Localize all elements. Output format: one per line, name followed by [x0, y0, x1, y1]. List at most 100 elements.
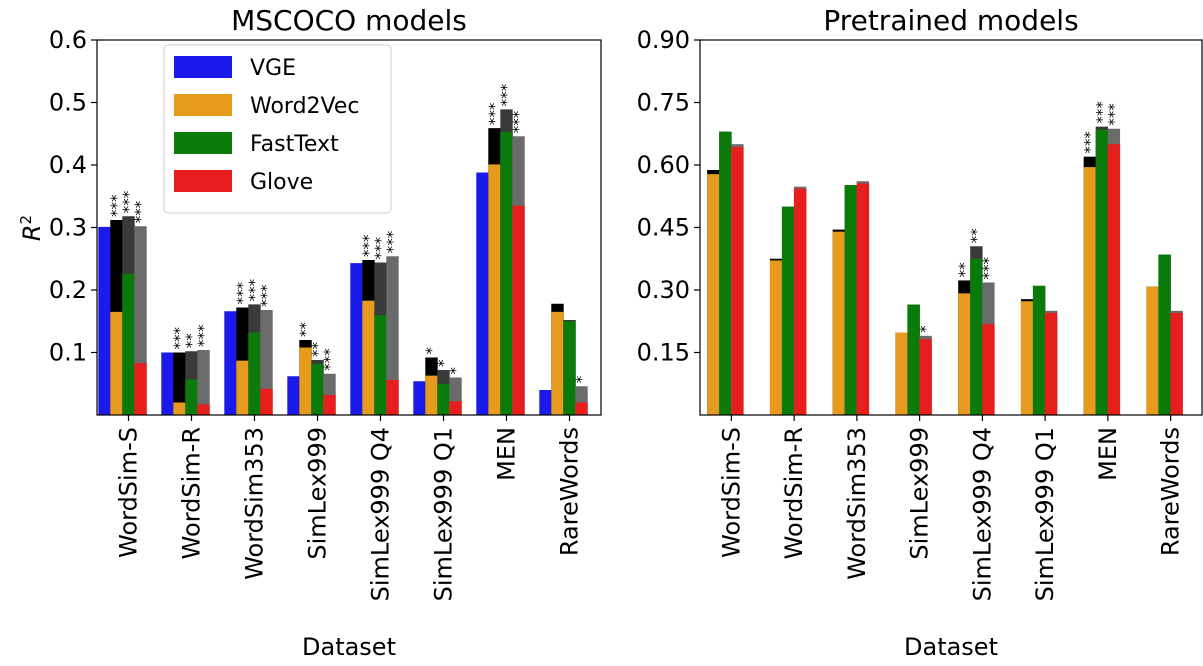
x-tick-label-simlex999-q4: SimLex999 Q4	[968, 427, 996, 601]
bar-combined-glove-simlex999-q4	[386, 256, 399, 415]
x-tick-label-wordsim353: WordSim353	[241, 427, 269, 580]
significance-label-glove-simlex999: *	[917, 325, 935, 333]
bar-vge-simlex999-q4	[350, 263, 363, 415]
y-tick-label: 0.1	[49, 339, 87, 367]
bar-glove-wordsim-r	[793, 188, 807, 415]
y-axis-label-main: R	[18, 224, 46, 241]
x-tick-label-men: MEN	[1094, 427, 1122, 481]
significance-label-word2vec-simlex999-q4: **	[955, 262, 973, 278]
pretrained-panel: Pretrained models Dataset **************…	[637, 4, 1203, 661]
bar-group-simlex999: *	[895, 304, 935, 415]
bar-word2vec-simlex999	[299, 347, 312, 415]
significance-label-glove-men: ***	[510, 110, 528, 133]
significance-label-fasttext-simlex999-q4: **	[967, 228, 985, 244]
y-tick-label: 0.90	[637, 26, 690, 54]
y-tick-label: 0.75	[637, 89, 690, 117]
bar-combined-glove-wordsim-r	[197, 350, 210, 415]
legend-label-glove: Glove	[250, 170, 313, 195]
bar-group-wordsim-r	[769, 186, 807, 415]
significance-label-fasttext-simlex999-q4: ***	[372, 237, 390, 260]
bar-glove-simlex999-q1	[1044, 312, 1058, 415]
legend-swatch-glove	[174, 170, 232, 192]
y-tick-label: 0.15	[637, 339, 690, 367]
x-axis-label: Dataset	[302, 633, 396, 661]
bar-group-men: *********	[476, 83, 528, 415]
bar-word2vec-simlex999	[895, 332, 908, 415]
bar-glove-wordsim353	[856, 183, 870, 415]
x-tick-label-wordsim353: WordSim353	[843, 427, 871, 580]
bar-vge-simlex999	[287, 376, 300, 415]
significance-label-word2vec-men: ***	[486, 102, 504, 125]
bar-glove-wordsim-s	[731, 147, 744, 416]
bar-glove-simlex999	[323, 395, 336, 415]
bar-glove-simlex999-q4	[386, 380, 399, 415]
bar-group-wordsim353	[832, 181, 870, 415]
y-tick-label: 0.6	[49, 26, 87, 54]
bar-vge-wordsim-r	[161, 352, 174, 415]
significance-label-fasttext-simlex999-q1: *	[435, 359, 453, 367]
bar-word2vec-men	[1083, 167, 1097, 415]
legend-label-word2vec: Word2Vec	[250, 94, 360, 119]
bar-glove-simlex999-q4	[982, 324, 995, 415]
plot-area: ****************************************…	[98, 83, 591, 415]
legend-item-fasttext: FastText	[174, 132, 339, 157]
bar-word2vec-wordsim353	[832, 231, 846, 415]
legend-swatch-fasttext	[174, 132, 232, 154]
bar-fasttext-simlex999-q4	[374, 315, 387, 415]
significance-label-glove-simlex999-q1: *	[447, 367, 465, 375]
bar-group-simlex999-q1	[1020, 285, 1058, 415]
bar-word2vec-wordsim-r	[173, 402, 186, 415]
bar-fasttext-wordsim-r	[185, 379, 198, 415]
bar-group-men: *********	[1081, 101, 1123, 416]
bar-glove-rarewords	[1170, 312, 1183, 415]
bar-word2vec-men	[488, 164, 501, 415]
bar-glove-wordsim-s	[134, 363, 147, 415]
x-tick-label-simlex999: SimLex999	[906, 427, 934, 560]
bar-fasttext-simlex999-q4	[970, 258, 983, 415]
bar-group-rarewords	[1146, 254, 1183, 415]
bar-glove-wordsim-r	[197, 404, 210, 415]
bar-word2vec-wordsim-s	[707, 174, 720, 415]
bar-glove-simlex999-q1	[449, 401, 462, 415]
bar-word2vec-simlex999-q1	[425, 375, 438, 415]
bar-group-simlex999-q4: *********	[350, 230, 402, 415]
bar-fasttext-men	[500, 131, 513, 415]
significance-label-word2vec-simlex999-q1: *	[423, 347, 441, 355]
bar-fasttext-rarewords	[563, 321, 576, 415]
bar-fasttext-simlex999-q1	[1032, 285, 1046, 415]
bar-fasttext-wordsim353	[248, 332, 261, 415]
bar-glove-men	[512, 205, 525, 415]
bar-group-rarewords: *	[539, 303, 591, 415]
significance-label-glove-men: ***	[1105, 103, 1123, 126]
significance-label-word2vec-wordsim-r: ***	[171, 327, 189, 350]
bar-fasttext-wordsim-s	[122, 273, 135, 415]
bar-group-wordsim353: *********	[224, 278, 276, 415]
bar-vge-simlex999-q1	[413, 381, 426, 415]
legend-item-vge: VGE	[174, 56, 296, 81]
y-tick-label: 0.4	[49, 151, 87, 179]
x-tick-label-rarewords: RareWords	[1157, 427, 1185, 556]
x-tick-label-wordsim-s: WordSim-S	[115, 427, 143, 558]
legend-item-glove: Glove	[174, 170, 313, 195]
significance-label-glove-rarewords: *	[573, 375, 591, 383]
bar-combined-word2vec-wordsim-r	[173, 352, 186, 415]
x-tick-label-rarewords: RareWords	[556, 427, 584, 556]
x-tick-label-simlex999-q4: SimLex999 Q4	[367, 427, 395, 601]
bar-word2vec-simlex999-q1	[1020, 301, 1034, 415]
significance-label-glove-simlex999: ***	[321, 348, 339, 371]
x-tick-label-simlex999: SimLex999	[304, 427, 332, 560]
bar-group-simlex999-q4: *******	[955, 228, 997, 415]
chart-title: Pretrained models	[823, 4, 1078, 37]
bar-group-wordsim-s	[707, 131, 744, 416]
bar-vge-rarewords	[539, 390, 552, 415]
bar-group-simlex999-q1: ***	[413, 347, 465, 415]
significance-label-fasttext-wordsim-s: ***	[120, 190, 138, 213]
significance-label-glove-simlex999-q4: ***	[384, 230, 402, 253]
bar-glove-men	[1107, 144, 1121, 415]
mscoco-panel: MSCOCO models Dataset R2 ***************…	[17, 4, 602, 661]
x-tick-label-simlex999-q1: SimLex999 Q1	[1031, 427, 1059, 601]
axes-frame	[96, 39, 602, 416]
legend-item-word2vec: Word2Vec	[174, 94, 360, 119]
x-tick-label-wordsim-r: WordSim-R	[780, 427, 808, 559]
